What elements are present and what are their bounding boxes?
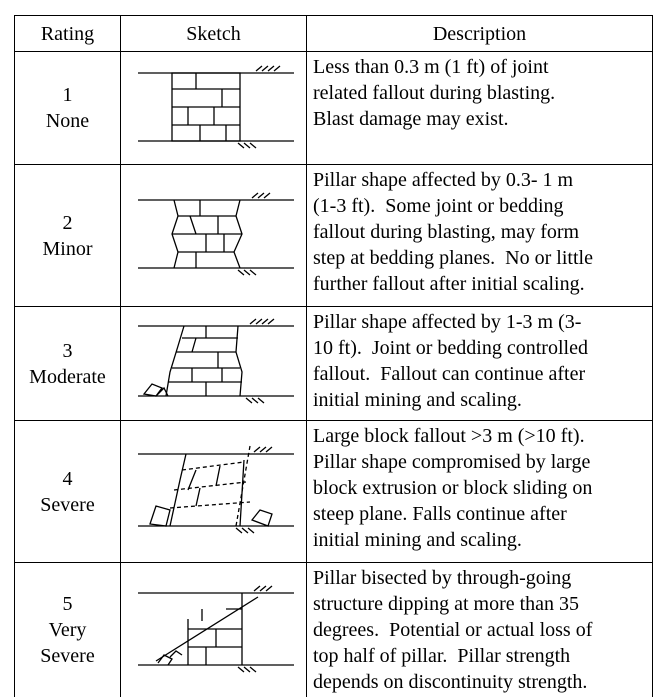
sketch-cell [121, 52, 307, 165]
header-cell: Sketch [121, 16, 307, 52]
description-line: depends on discontinuity strength. [313, 669, 652, 695]
description-line: Pillar bisected by through-going [313, 565, 652, 591]
sketch-cell [121, 307, 307, 421]
description-line: initial mining and scaling. [313, 387, 652, 413]
description-line: fallout during blasting, may form [313, 219, 652, 245]
rating-text: Severe [15, 492, 120, 518]
sketch [126, 440, 302, 536]
rating-text: 1 [15, 82, 120, 108]
rating-text: Very [15, 617, 120, 643]
rating-text: Severe [15, 643, 120, 669]
description-line: Pillar shape affected by 0.3- 1 m [313, 167, 652, 193]
sketch [126, 184, 302, 280]
description-line: (1-3 ft). Some joint or bedding [313, 193, 652, 219]
sketch [126, 312, 302, 408]
sketch [126, 57, 302, 153]
sketch-cell [121, 165, 307, 307]
description-line: further fallout after initial scaling. [313, 271, 652, 297]
description-line: steep plane. Falls continue after [313, 501, 652, 527]
rating-text: 5 [15, 591, 120, 617]
description-line: step at bedding planes. No or little [313, 245, 652, 271]
description-line: Blast damage may exist. [313, 106, 652, 132]
description-cell: Pillar shape affected by 0.3- 1 m(1-3 ft… [307, 165, 653, 307]
description-cell: Large block fallout >3 m (>10 ft).Pillar… [307, 421, 653, 563]
header-cell: Description [307, 16, 653, 52]
description-line: Pillar shape compromised by large [313, 449, 652, 475]
description-line: Large block fallout >3 m (>10 ft). [313, 423, 652, 449]
description-line: structure dipping at more than 35 [313, 591, 652, 617]
description-line: top half of pillar. Pillar strength [313, 643, 652, 669]
rating-text: 2 [15, 210, 120, 236]
description-line: 10 ft). Joint or bedding controlled [313, 335, 652, 361]
description-line: fallout. Fallout can continue after [313, 361, 652, 387]
description-line: initial mining and scaling. [313, 527, 652, 553]
sketch [126, 579, 302, 675]
sketch-cell [121, 563, 307, 697]
description-line: Less than 0.3 m (1 ft) of joint [313, 54, 652, 80]
page: {"table": {"header": ["Rating", "Sketch"… [0, 0, 662, 692]
description-cell: Pillar shape affected by 1-3 m (3-10 ft)… [307, 307, 653, 421]
rating-text: 3 [15, 338, 120, 364]
header-cell: Rating [15, 16, 121, 52]
rating-text: None [15, 108, 120, 134]
header-row: Rating Sketch Description [15, 16, 653, 52]
rating-text: Minor [15, 236, 120, 262]
description-line: block extrusion or block sliding on [313, 475, 652, 501]
sketch-cell [121, 421, 307, 563]
rating-text: 4 [15, 466, 120, 492]
description-line: degrees. Potential or actual loss of [313, 617, 652, 643]
description-line: Pillar shape affected by 1-3 m (3- [313, 309, 652, 335]
rating-text: Moderate [15, 364, 120, 390]
description-line: related fallout during blasting. [313, 80, 652, 106]
